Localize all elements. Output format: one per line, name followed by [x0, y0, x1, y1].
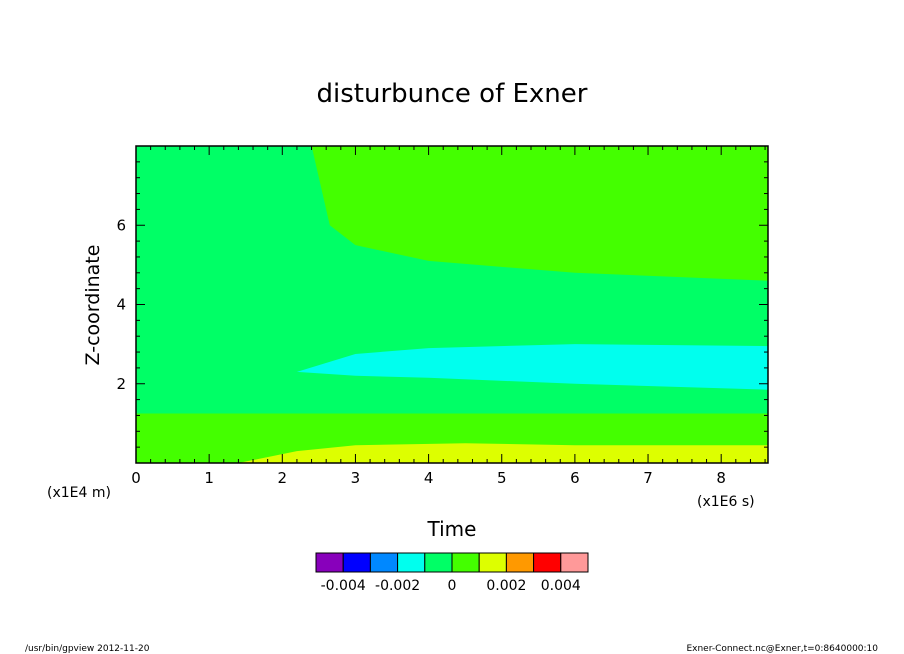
x-axis-label: Time — [427, 517, 477, 541]
x-tick-label: 6 — [570, 469, 580, 487]
colorbar-swatch — [315, 552, 344, 573]
region-surface — [238, 443, 768, 463]
x-tick-label: 1 — [204, 469, 214, 487]
colorbar-label: -0.002 — [375, 578, 420, 594]
chart-title: disturbunce of Exner — [317, 79, 588, 109]
x-tick-label: 5 — [497, 469, 507, 487]
footer-right: Exner-Connect.nc@Exner,t=0:8640000:10 — [686, 644, 878, 654]
x-tick-label: 0 — [131, 469, 141, 487]
region-upper — [311, 146, 768, 281]
colorbar-swatch — [424, 552, 453, 573]
x-tick-label: 4 — [424, 469, 434, 487]
region-negative-core — [296, 344, 768, 390]
footer-left: /usr/bin/gpview 2012-11-20 — [25, 644, 150, 654]
colorbar-swatch — [478, 552, 507, 573]
colorbar-label: 0.002 — [486, 578, 526, 594]
y-tick-label: 4 — [116, 296, 126, 314]
colorbar-swatch — [505, 552, 535, 573]
y-unit-label: (x1E4 m) — [47, 485, 111, 501]
y-tick-label: 6 — [116, 216, 126, 234]
colorbar-swatch — [560, 552, 589, 573]
colorbar-swatch — [533, 552, 562, 573]
colorbar-label: 0 — [448, 578, 457, 594]
x-tick-label: 8 — [716, 469, 726, 487]
x-tick-label: 7 — [643, 469, 653, 487]
colorbar-swatch — [342, 552, 371, 573]
colorbar: -0.004 -0.002 0 0.002 0.004 — [315, 552, 589, 594]
colorbar-swatch — [369, 552, 399, 573]
plot-area: 0 1 2 3 4 5 6 7 8 2 4 6 — [116, 145, 769, 487]
colorbar-label: 0.004 — [541, 578, 581, 594]
y-tick-label: 2 — [116, 375, 126, 393]
colorbar-label: -0.004 — [321, 578, 366, 594]
y-axis-label: Z-coordinate — [82, 245, 104, 366]
x-tick-label: 3 — [351, 469, 361, 487]
colorbar-swatch — [397, 552, 426, 573]
x-tick-label: 2 — [278, 469, 288, 487]
x-unit-label: (x1E6 s) — [697, 494, 755, 510]
colorbar-swatch — [451, 552, 480, 573]
